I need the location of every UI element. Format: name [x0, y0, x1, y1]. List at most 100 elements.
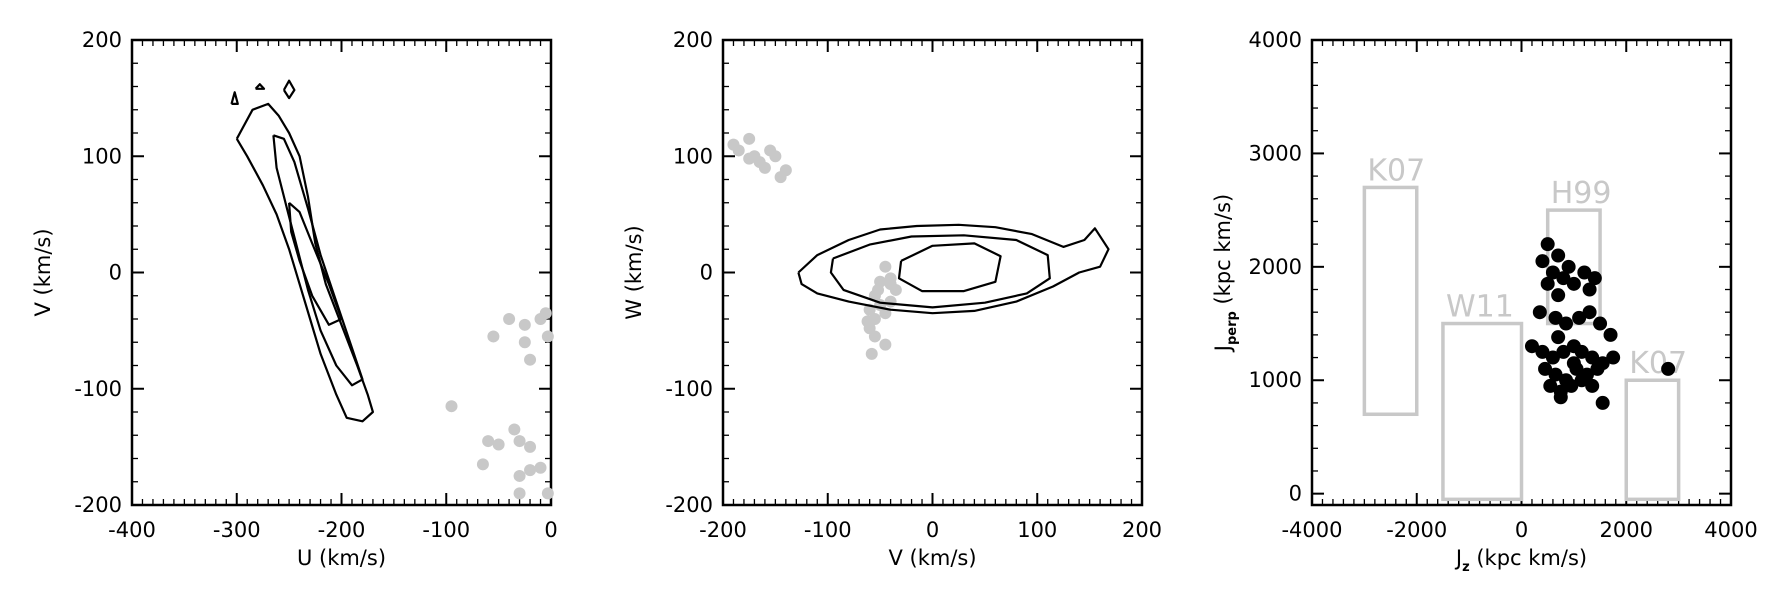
x-axis-label: U (km/s) [297, 546, 386, 570]
data-point [1574, 344, 1589, 359]
x-tick-label: -300 [213, 518, 261, 542]
data-point [492, 438, 505, 451]
data-point [518, 318, 531, 331]
y-axis-label-subscript: perp [1225, 311, 1240, 345]
contour-line [272, 134, 364, 387]
data-point [1543, 378, 1558, 393]
data-point [513, 487, 526, 500]
y-axis-label-units: (kpc km/s) [1211, 194, 1235, 311]
data-point [1585, 378, 1600, 393]
data-point [541, 330, 554, 343]
data-point [1553, 390, 1568, 405]
data-point [769, 150, 782, 163]
x-tick-label: 0 [926, 518, 939, 542]
data-point [884, 278, 897, 291]
data-point [1590, 361, 1605, 376]
data-point [1582, 305, 1597, 320]
x-tick-label: -200 [699, 518, 747, 542]
x-tick-label: 2000 [1600, 518, 1653, 542]
contour-line [254, 83, 266, 90]
data-point [1566, 276, 1581, 291]
y-tick-label: 0 [109, 261, 122, 285]
panel-angular-momentum: -4000 -2000 0 2000 4000 0 1000 2000 3000 4000 Jz (… [1211, 28, 1758, 575]
contour-line [282, 79, 296, 100]
data-point [482, 435, 495, 448]
x-tick-label: 0 [544, 518, 557, 542]
y-tick-label: 200 [82, 28, 122, 52]
data-point [508, 423, 521, 436]
data-point [1535, 254, 1550, 269]
data-point [513, 469, 526, 482]
y-tick-label: 3000 [1249, 141, 1302, 165]
contour-line [288, 201, 343, 326]
data-point [1532, 305, 1547, 320]
region-label: W11 [1446, 290, 1514, 325]
data-point [1540, 276, 1555, 291]
data-point [1603, 327, 1618, 342]
data-point [879, 260, 892, 273]
data-point [861, 315, 874, 328]
data-point [1585, 350, 1600, 365]
data-point [541, 487, 554, 500]
data-point [1551, 248, 1566, 263]
region-label: K07 [1629, 346, 1687, 381]
data-point [1559, 316, 1574, 331]
y-tick-label: -100 [665, 377, 713, 401]
data-point [865, 347, 878, 360]
region-box [1624, 378, 1681, 502]
data-point [1535, 344, 1550, 359]
data-point [524, 464, 537, 477]
y-axis-label: Jperp (kpc km/s) [1211, 194, 1240, 353]
y-tick-label: 100 [82, 144, 122, 168]
x-tick-label: -100 [804, 518, 852, 542]
data-point [1548, 310, 1563, 325]
y-tick-label: 100 [673, 144, 713, 168]
y-tick-label: -100 [74, 377, 122, 401]
x-tick-label: -400 [108, 518, 156, 542]
x-tick-label: -100 [422, 518, 470, 542]
data-point [1572, 310, 1587, 325]
contour-line [829, 234, 1051, 309]
data-point [732, 144, 745, 157]
data-point [1556, 344, 1571, 359]
x-tick-label: 100 [1017, 518, 1057, 542]
panel-vw-velocity: -200 -100 0 100 200 -200 -100 0 100 200 V (km/s) W … [622, 28, 1162, 570]
y-tick-label: 2000 [1249, 255, 1302, 279]
y-tick-label: 0 [700, 261, 713, 285]
data-point [518, 336, 531, 349]
data-point [1595, 395, 1610, 410]
y-axis-label: W (km/s) [622, 225, 646, 319]
data-point [1556, 271, 1571, 286]
region-box [1545, 208, 1602, 326]
contour-line [235, 102, 374, 423]
region-box [1441, 321, 1524, 502]
data-point [1582, 282, 1597, 297]
data-point [524, 353, 537, 366]
data-point [1551, 288, 1566, 303]
data-point [758, 161, 771, 174]
x-axis-label: V (km/s) [888, 546, 976, 570]
y-tick-label: -200 [665, 493, 713, 517]
data-point [524, 440, 537, 453]
data-point [503, 313, 516, 325]
y-tick-label: 0 [1289, 482, 1302, 506]
data-point [868, 330, 881, 343]
data-point [476, 458, 489, 471]
data-point [1574, 373, 1589, 388]
data-point [1538, 361, 1553, 376]
y-tick-label: 4000 [1249, 28, 1302, 52]
data-point [539, 307, 552, 320]
data-point [884, 295, 897, 308]
region-box [1362, 185, 1419, 417]
data-point [1545, 265, 1560, 280]
data-point [445, 400, 458, 413]
data-point [879, 338, 892, 351]
data-point [1566, 356, 1581, 371]
x-tick-label: 200 [1122, 518, 1162, 542]
y-tick-label: 1000 [1249, 368, 1302, 392]
data-point [743, 132, 756, 145]
data-point [1524, 339, 1539, 354]
data-point [1540, 237, 1555, 252]
x-tick-label: -4000 [1281, 518, 1342, 542]
data-point [1551, 330, 1566, 345]
